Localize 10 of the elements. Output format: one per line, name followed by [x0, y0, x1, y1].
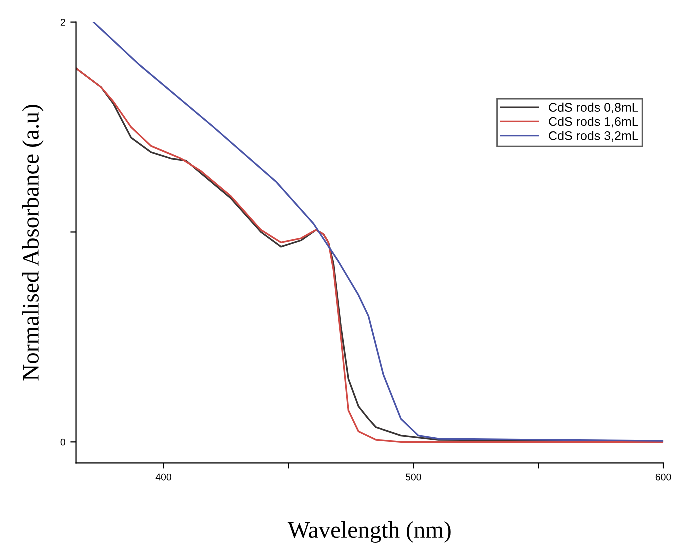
y-tick-label: 2 — [60, 19, 66, 26]
x-tick-label: 400 — [156, 474, 172, 481]
legend-label: CdS rods 3,2mL — [549, 131, 638, 142]
y-tick-label: 0 — [60, 438, 66, 446]
y-axis-title: Normalised Absorbance (a.u) — [22, 105, 44, 381]
x-tick-label: 500 — [406, 474, 422, 481]
legend-label: CdS rods 0,8mL — [549, 102, 638, 114]
legend-label: CdS rods 1,6mL — [549, 117, 638, 128]
x-axis-title: Wavelength (nm) — [288, 522, 451, 543]
x-tick-label: 600 — [656, 474, 672, 481]
